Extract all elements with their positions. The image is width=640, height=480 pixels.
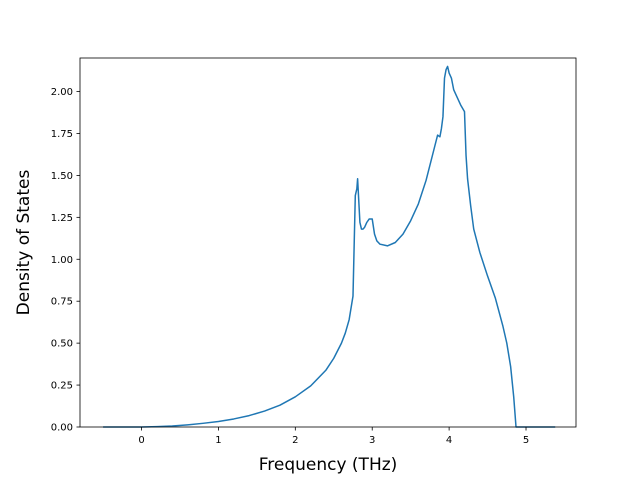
y-tick-label: 0.75 [51, 297, 73, 308]
y-tick-label: 1.50 [51, 171, 73, 182]
x-tick-label: 5 [523, 435, 529, 446]
y-tick-label: 0.25 [51, 381, 73, 392]
y-tick-label: 0.00 [51, 423, 73, 434]
plot-area [103, 65, 556, 428]
y-axis-title: Density of States [14, 170, 34, 316]
y-tick-label: 0.50 [51, 339, 73, 350]
x-axis: 0 1 2 3 4 5 [138, 427, 529, 446]
x-tick-label: 2 [292, 435, 298, 446]
axes-frame [79, 57, 577, 428]
y-axis: 0.00 0.25 0.50 0.75 1.00 1.25 1.50 1.75 2.00 [51, 87, 80, 434]
x-axis-title: Frequency (THz) [259, 455, 398, 475]
x-tick-label: 1 [215, 435, 221, 446]
x-tick-label: 4 [446, 435, 452, 446]
y-tick-label: 1.25 [51, 213, 73, 224]
y-tick-label: 1.00 [51, 255, 73, 266]
x-tick-label: 0 [138, 435, 144, 446]
y-tick-label: 1.75 [51, 129, 73, 140]
dos-series-line-0 [103, 65, 556, 428]
x-tick-label: 3 [369, 435, 375, 446]
y-tick-label: 2.00 [51, 87, 73, 98]
